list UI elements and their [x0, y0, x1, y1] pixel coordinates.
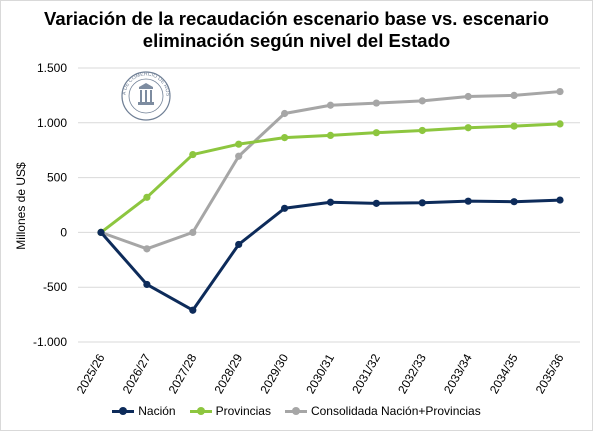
- legend-swatch: [112, 406, 135, 416]
- data-point: [189, 228, 197, 236]
- x-tick-label: 2027/28: [166, 351, 200, 396]
- data-point: [189, 150, 197, 159]
- data-point: [143, 280, 151, 289]
- y-tick-label: 1.000: [37, 116, 67, 130]
- x-tick-label: 2034/35: [487, 351, 521, 396]
- data-point: [418, 97, 426, 105]
- x-tick-label: 2025/26: [74, 351, 108, 396]
- data-point: [418, 126, 426, 135]
- chart-title-line-1: Variación de la recaudación escenario ba…: [44, 8, 549, 29]
- x-tick-label: 2026/27: [120, 351, 154, 396]
- legend-item: Consolidada Nación+Provincias: [284, 404, 481, 418]
- x-tick-label: 2029/30: [257, 351, 291, 396]
- x-tick-label: 2033/34: [441, 351, 475, 396]
- legend-swatch: [284, 406, 307, 416]
- data-point: [281, 133, 289, 142]
- data-point: [510, 122, 518, 130]
- data-point: [235, 240, 243, 249]
- series-line: [100, 90, 561, 251]
- x-tick-label: 2032/33: [395, 351, 429, 396]
- data-point: [143, 245, 151, 253]
- data-point: [281, 109, 289, 118]
- chart-title: Variación de la recaudación escenario ba…: [0, 8, 593, 52]
- data-point: [418, 199, 426, 207]
- data-point: [326, 131, 335, 140]
- data-point: [326, 198, 335, 206]
- series-0: [97, 196, 564, 314]
- data-point: [464, 124, 472, 132]
- data-point: [556, 87, 564, 96]
- series-1: [97, 120, 564, 236]
- data-point: [235, 140, 243, 148]
- data-point: [510, 91, 518, 99]
- y-tick-label: -1.000: [33, 335, 67, 349]
- series-line: [99, 198, 561, 312]
- legend-label: Consolidada Nación+Provincias: [310, 404, 481, 418]
- data-point: [281, 204, 289, 212]
- series-layer: [97, 87, 564, 314]
- y-tick-label: 1.500: [37, 61, 67, 75]
- y-tick-label: 500: [47, 171, 67, 185]
- x-tick-label: 2035/36: [533, 351, 567, 396]
- data-point: [372, 129, 380, 137]
- data-point: [510, 198, 518, 206]
- chart-title-line-2: eliminación según nivel del Estado: [142, 30, 451, 51]
- x-axis-ticks: 2025/26 2026/27 2027/28 2028/29 2029/30 2030/…: [74, 351, 567, 396]
- x-tick-label: 2031/32: [349, 351, 383, 396]
- legend-item: Nación: [112, 404, 176, 418]
- x-tick-label: 2028/29: [211, 351, 245, 396]
- y-tick-label: 0: [60, 225, 67, 239]
- x-tick-label: 2030/31: [303, 351, 337, 396]
- y-axis-label: Millones de US$: [14, 162, 28, 250]
- data-point: [97, 228, 105, 236]
- data-point: [556, 120, 564, 128]
- data-point: [235, 152, 243, 160]
- data-point: [556, 196, 564, 204]
- gridlines: [78, 67, 580, 343]
- legend-item: Provincias: [189, 404, 271, 418]
- data-point: [372, 99, 380, 107]
- data-point: [143, 193, 151, 201]
- y-axis-ticks: -1.000 -500 0 500 1.000 1.500: [33, 61, 67, 349]
- series-line: [100, 122, 561, 234]
- data-point: [326, 101, 335, 109]
- data-point: [189, 306, 197, 314]
- bcr-logo: BOLSA DE COMERCIO DE ROSARIO: [121, 71, 171, 121]
- legend-label: Provincias: [215, 404, 271, 418]
- legend-swatch: [189, 406, 212, 416]
- data-point: [372, 199, 380, 207]
- y-tick-label: -500: [43, 280, 67, 294]
- data-point: [464, 92, 472, 101]
- legend: Nación Provincias Consolidada Nación+Provi…: [0, 404, 593, 418]
- data-point: [464, 197, 472, 205]
- legend-label: Nación: [138, 404, 176, 418]
- series-2: [97, 87, 564, 253]
